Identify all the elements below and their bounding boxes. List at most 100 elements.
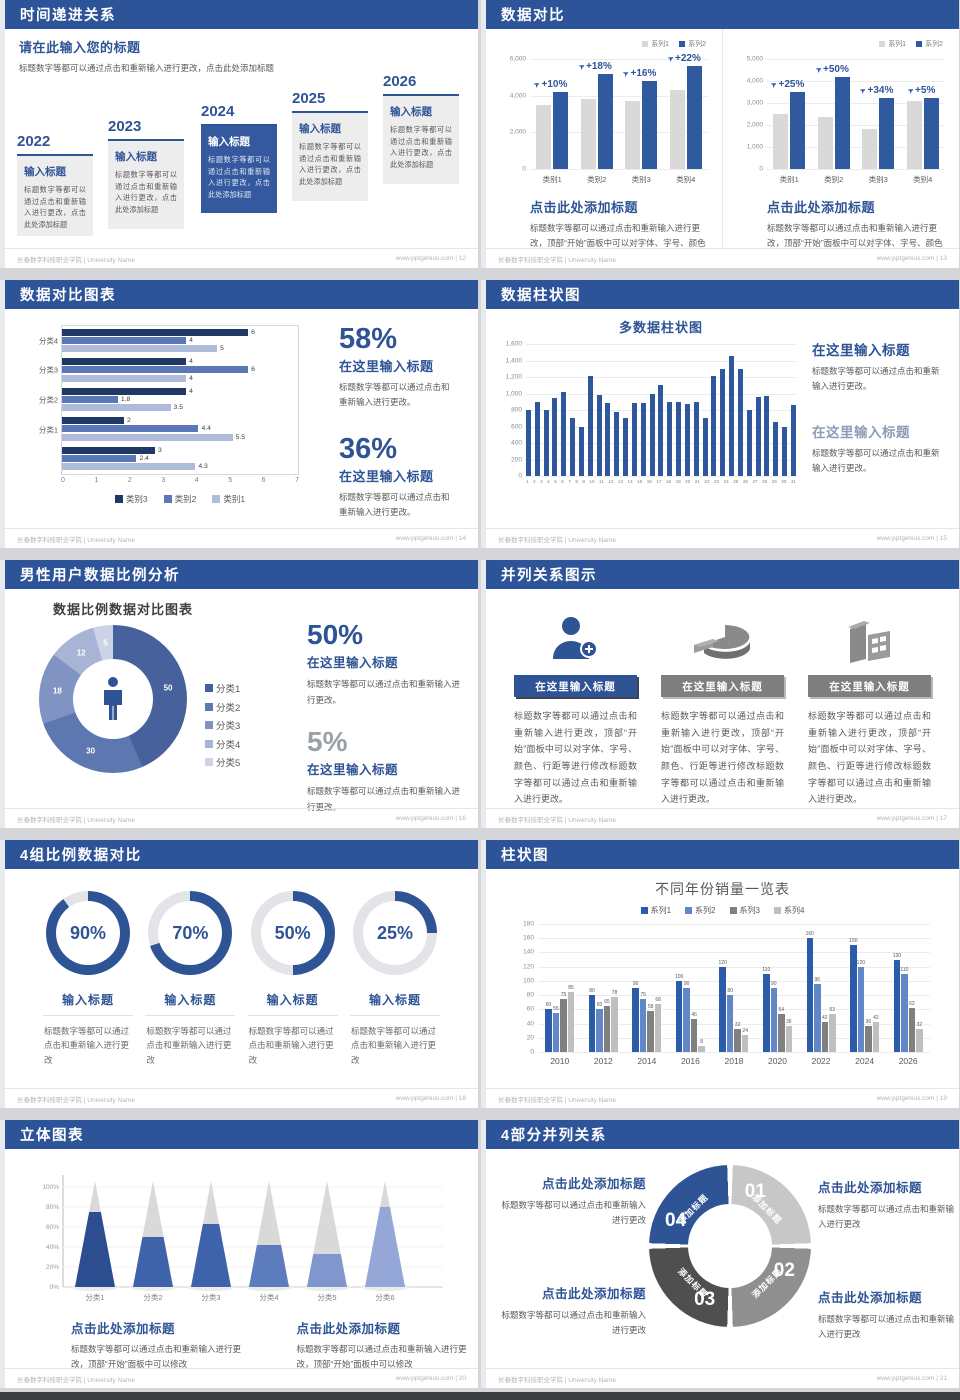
- bar: [614, 411, 620, 476]
- bar: [916, 1029, 923, 1052]
- value-label: 60: [545, 1002, 552, 1009]
- bar-group: 120 80 32 24: [719, 924, 749, 1052]
- x-tick: 6: [561, 479, 564, 484]
- bar-series2: [790, 92, 806, 169]
- slice-value-label: 18: [52, 686, 62, 696]
- slide-16-donut-analysis[interactable]: 男性用户数据比例分析 数据比例数据对比图表 50 30 18 12 5 分类1 分类2 分类…: [0, 560, 478, 828]
- block-body: 标题数字等都可以通过点击和重新输入进行更改，顶部“开始”面板中可以修改: [71, 1344, 242, 1370]
- y-axis-tick: 200: [511, 456, 522, 463]
- timeline-year: 2026: [383, 73, 417, 90]
- stat-body: 标题数字等都可以通过点击和重新输入进行更改。: [339, 491, 450, 517]
- slide-header: 立体图表: [5, 1120, 478, 1149]
- slide-title: 柱状图: [501, 848, 549, 864]
- gauge-ring: 50%: [250, 891, 335, 975]
- timeline-card: 输入标题 标题数字等都可以通过点击和重新输入进行更改，点击此处添加标题: [201, 126, 277, 213]
- y-axis-tick: 1,000: [746, 143, 763, 151]
- gauge-title: 输入标题: [266, 993, 319, 1007]
- x-tick: 12: [608, 479, 614, 484]
- slide-footer: 长春数字科技职业学院 | University Name www.pptgeni…: [5, 248, 478, 268]
- x-tick: 21: [694, 479, 700, 484]
- gauge-value: 25%: [362, 901, 427, 965]
- stat-block: 36% 在这里输入标题 标题数字等都可以通过点击和重新输入进行更改。: [339, 433, 456, 521]
- bar: [588, 995, 596, 1052]
- bar: [62, 463, 196, 471]
- x-tick: 10: [589, 479, 595, 484]
- y-axis-tick: 6,000: [509, 55, 526, 63]
- slide-footer: 长春数字科技职业学院 | University Name www.pptgeni…: [486, 528, 959, 548]
- bar: [755, 396, 761, 476]
- y-axis-tick: 60: [526, 1005, 534, 1013]
- slide-18-gauges[interactable]: 4组比例数据对比 90% 输入标题 标题数字等都可以通过点击和重新输入进行更改 …: [0, 840, 478, 1108]
- value-label: 80: [727, 988, 733, 995]
- growth-label: ➤ +50%: [813, 63, 849, 75]
- item-body: 标题数字等都可以通过点击和重新输入进行更改，顶部“开始”面板中可以对字体、字号、…: [661, 711, 784, 805]
- x-tick: 2022: [811, 1056, 831, 1066]
- slide-footer: 长春数字科技职业学院 | University Name www.pptgeni…: [486, 248, 959, 268]
- bar: [814, 983, 821, 1052]
- gauge-value: 50%: [260, 901, 325, 965]
- gauge-block: 90% 输入标题 标题数字等都可以通过点击和重新输入进行更改: [41, 891, 135, 1067]
- category-label: 类别3: [868, 175, 888, 184]
- slide-footer: 长春数字科技职业学院 | University Name www.pptgeni…: [5, 528, 478, 548]
- slide-body: 请在此输入您的标题 标题数字等都可以通过点击和重新输入进行更改，点击此处添加标题…: [5, 29, 478, 248]
- slide-21-four-part-ring[interactable]: 4部分并列关系 01 02 03 04 添加标题 添加标题 添加标题 添加标题 点击此处添加标…: [481, 1120, 959, 1388]
- block-title: 点击此处添加标题: [541, 1177, 646, 1191]
- bar: [746, 410, 752, 476]
- value-label: 65: [604, 998, 610, 1005]
- bar-series2: [686, 66, 702, 169]
- svg-text:20%: 20%: [46, 1264, 59, 1271]
- chart-legend: 系列1 系列2 系列3 系列4: [486, 905, 959, 916]
- timeline-card: 输入标题 标题数字等都可以通过点击和重新输入进行更改，点击此处添加标题: [383, 96, 459, 184]
- building-icon: [847, 621, 890, 663]
- chart-legend: 类别3 类别2 类别1: [61, 493, 299, 505]
- bar: [603, 1005, 611, 1052]
- x-tick: 2010: [550, 1056, 570, 1066]
- slide-19-grouped-bars[interactable]: 柱状图 不同年份销量一览表 系列1 系列2 系列3 系列4 180 160 140 120 1…: [481, 840, 959, 1108]
- gauge-block: 25% 输入标题 标题数字等都可以通过点击和重新输入进行更改: [348, 891, 442, 1067]
- value-label: 55: [553, 1005, 559, 1012]
- timeline-card: 输入标题 标题数字等都可以通过点击和重新输入进行更改，点击此处添加标题: [292, 113, 368, 201]
- slide-header: 数据对比图表: [5, 280, 478, 309]
- bar: [631, 402, 637, 476]
- y-axis-tick: 160: [523, 934, 534, 942]
- slide-15-column-chart[interactable]: 数据柱状图 多数据柱状图 1,600 1,400 1,200 1,000 800 600 4…: [481, 280, 959, 548]
- slide-17-parallel-items[interactable]: 并列关系图示 在这里输入标题 标题数字等都可以通过点击和重新输入进行更改，顶部“…: [481, 560, 959, 828]
- stat-body: 标题数字等都可以通过点击和重新输入进行更改。: [307, 679, 461, 706]
- x-tick: 23: [714, 479, 720, 484]
- stat-block: 50% 在这里输入标题 标题数字等都可以通过点击和重新输入进行更改。: [307, 619, 467, 708]
- y-axis-tick: 40: [526, 1020, 534, 1028]
- segment-number: 01: [744, 1180, 766, 1202]
- slide-14-hbar-chart[interactable]: 数据对比图表 6 4 5 分类4 4 6 4 分类3 4 1.8 3.5 分类2 2 4.4 5.5 分类1 3…: [0, 280, 478, 548]
- bar: [62, 404, 171, 412]
- x-tick: 2014: [637, 1056, 657, 1066]
- footer-org: 长春数字科技职业学院 | University Name: [498, 1376, 616, 1384]
- slide-header: 柱状图: [486, 840, 959, 869]
- slide-12-timeline[interactable]: 时间递进关系 请在此输入您的标题 标题数字等都可以通过点击和重新输入进行更改，点…: [0, 0, 478, 268]
- y-axis-tick: 5,000: [746, 55, 763, 63]
- male-person-icon: [104, 677, 122, 720]
- category-label: 类别1: [542, 175, 562, 184]
- block-title: 点击此处添加标题: [71, 1322, 176, 1336]
- x-tick: 11: [599, 479, 604, 484]
- bar: [578, 426, 584, 476]
- parallel-item: 在这里输入标题 标题数字等都可以通过点击和重新输入进行更改，顶部“开始”面板中可…: [808, 601, 931, 808]
- card-body: 标题数字等都可以通过点击和重新输入进行更改，点击此处添加标题: [24, 185, 86, 229]
- item-title-bar: 在这里输入标题: [661, 675, 784, 697]
- bar: [782, 426, 788, 476]
- bar: [698, 1046, 705, 1052]
- timeline-rule: [201, 124, 277, 126]
- block-title: 点击此处添加标题: [530, 200, 639, 215]
- bar: [543, 410, 549, 476]
- slide-13-data-compare[interactable]: 数据对比 系列1 系列2 6,000 4,000 2,000 0 ➤ +10% ➤ +18% …: [481, 0, 959, 268]
- x-tick: 2012: [593, 1056, 613, 1066]
- bar: [62, 446, 156, 454]
- y-axis-tick: 4,000: [509, 92, 526, 100]
- slide-20-cone-chart[interactable]: 立体图表 100% 80% 60% 40% 20% 0% 分类1 分类2 分类3 分类4 分类5 分类…: [0, 1120, 478, 1388]
- value-label: 85: [568, 984, 574, 991]
- card-title: 输入标题: [299, 123, 341, 135]
- bar: [561, 391, 567, 476]
- value-label: 32: [734, 1022, 741, 1029]
- value-label: 4: [189, 358, 193, 365]
- bar-group: 4 1.8 3.5: [62, 385, 298, 415]
